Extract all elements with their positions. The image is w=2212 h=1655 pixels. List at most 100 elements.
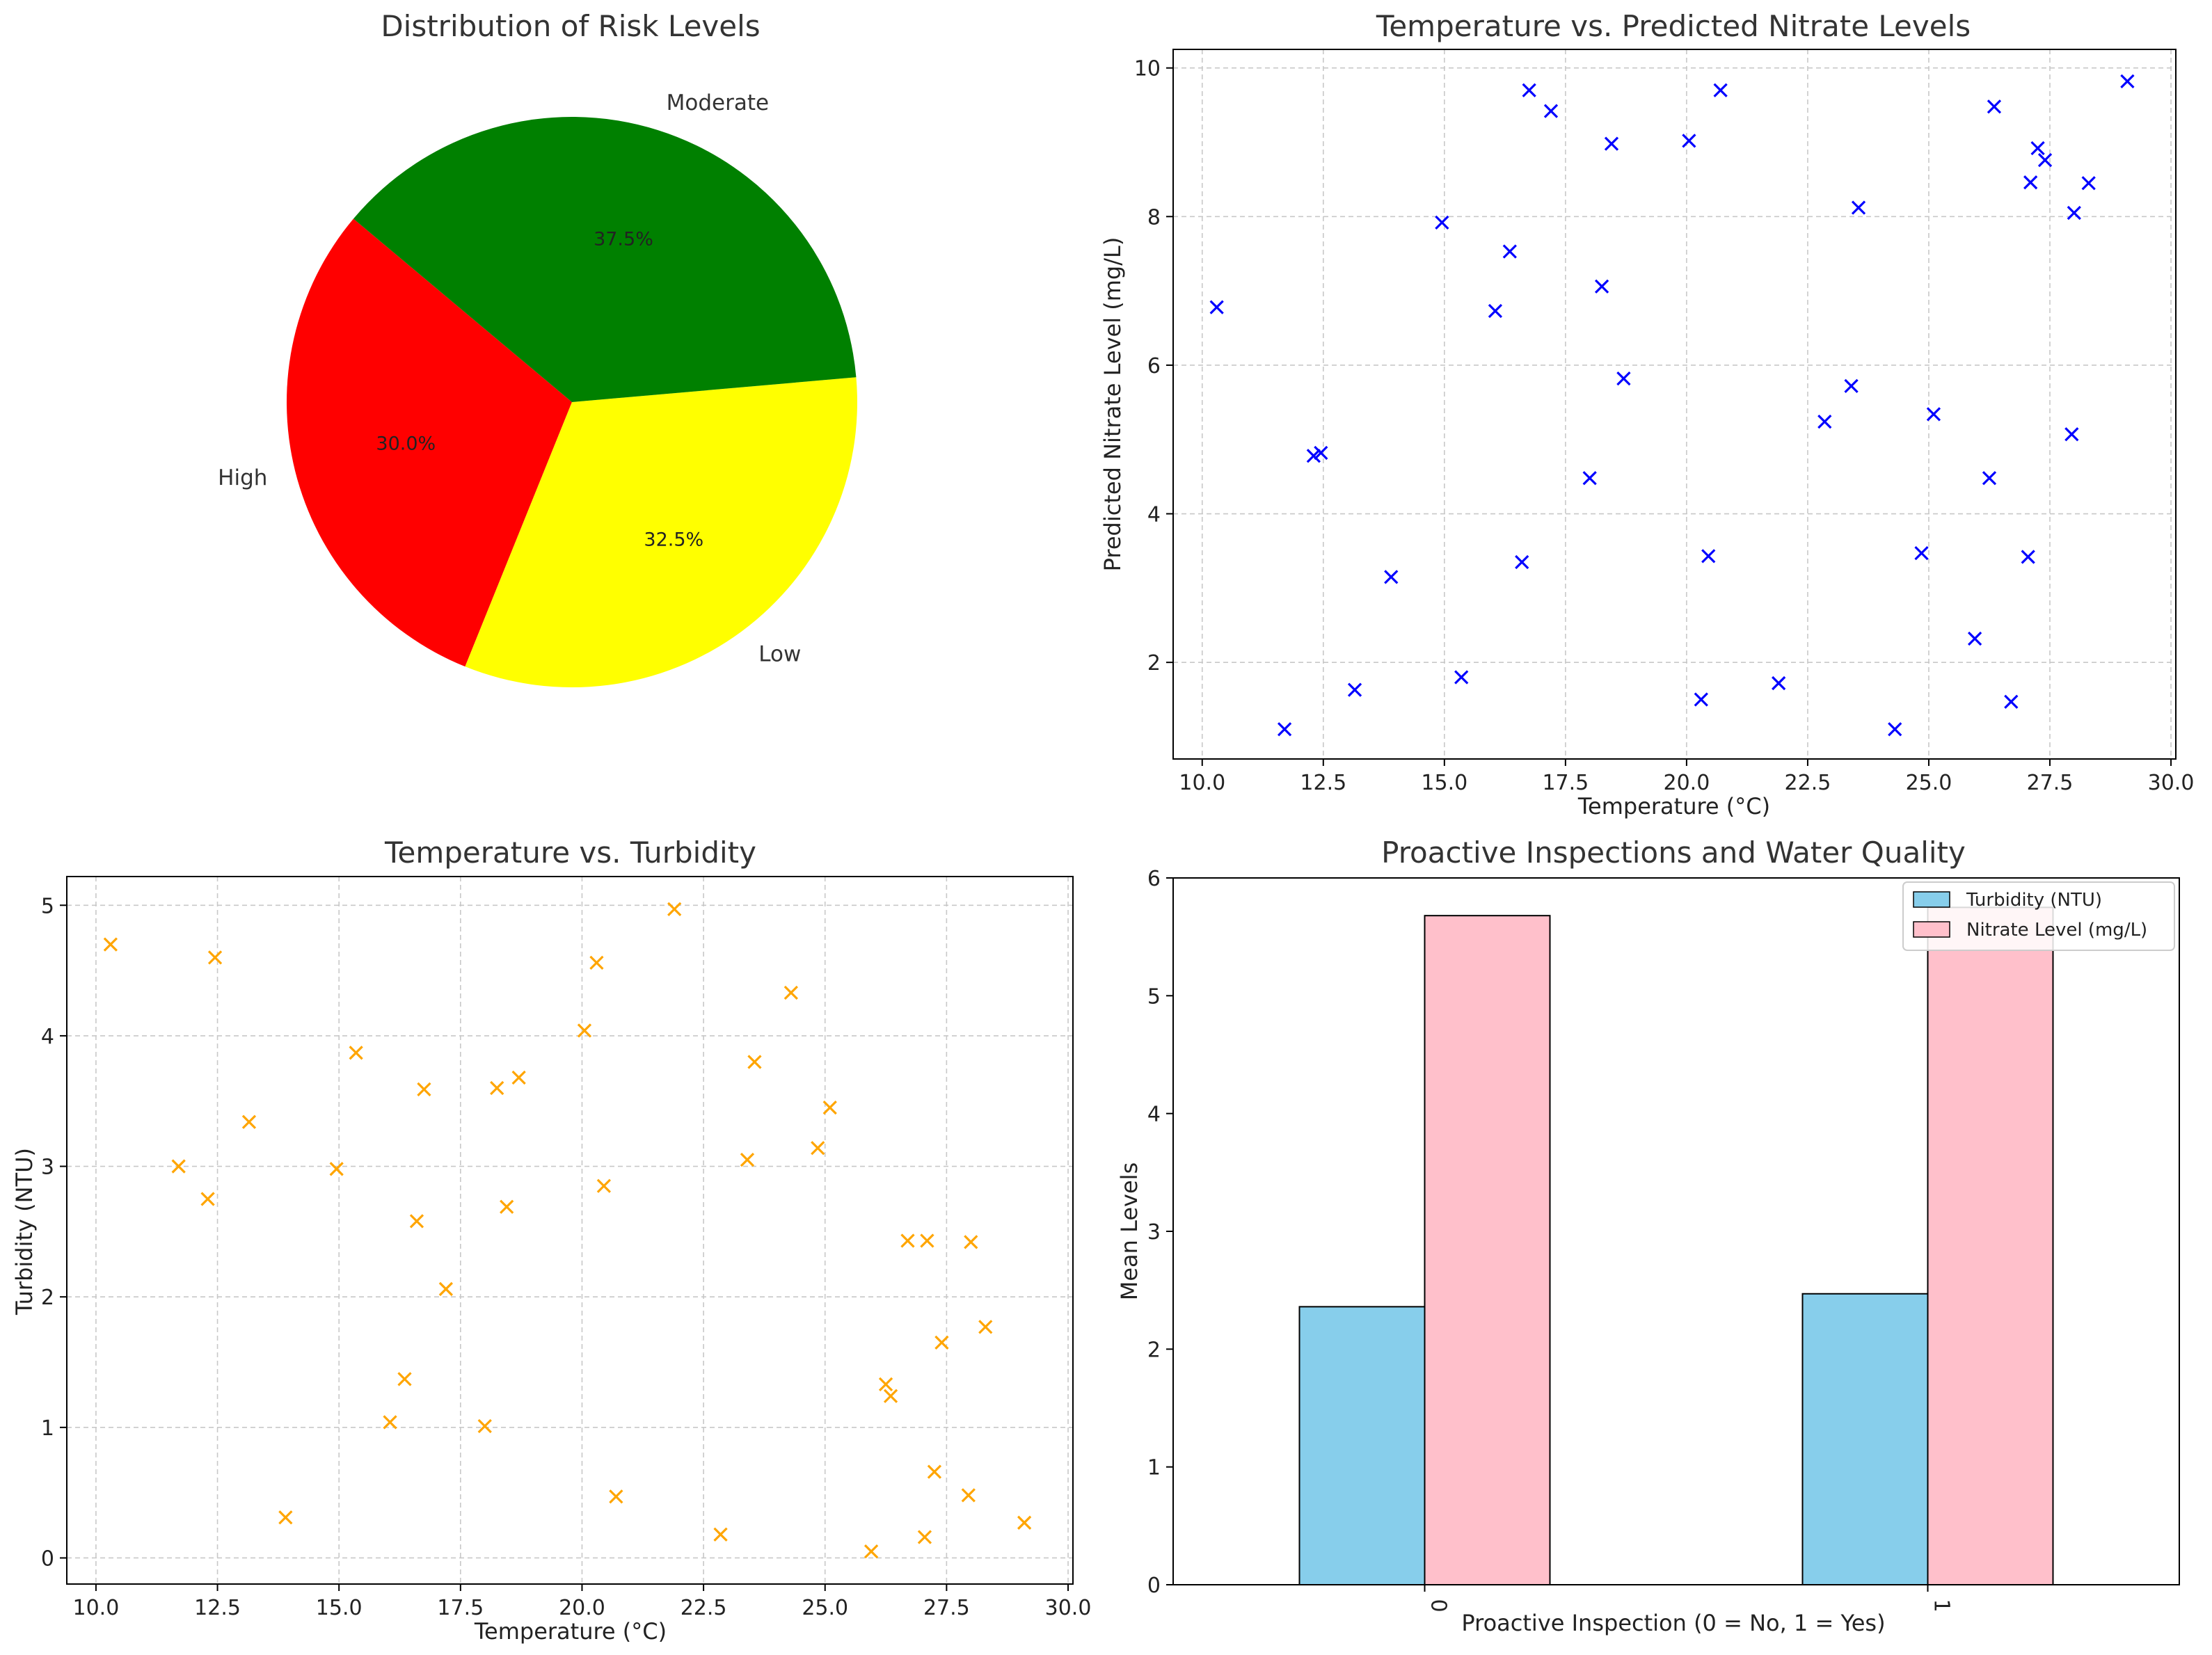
nitrate-scatter-point: [2023, 175, 2038, 190]
bar-bars: [1298, 906, 2054, 1586]
turbidity-scatter-xtick-label: 30.0: [1045, 1596, 1092, 1620]
nitrate-scatter-panel: Temperature vs. Predicted Nitrate Levels…: [1099, 9, 2194, 819]
bar-ytick-label: 0: [1147, 1574, 1161, 1598]
pie-label-high: High: [218, 465, 267, 490]
nitrate-scatter-points: [1209, 74, 2135, 737]
turbidity-scatter-point: [822, 1100, 837, 1115]
pie-pct-moderate: 37.5%: [594, 228, 653, 250]
pie-pct-low: 32.5%: [644, 529, 703, 551]
nitrate-scatter-xtick-label: 30.0: [2148, 771, 2195, 795]
turbidity-scatter-point: [596, 1178, 612, 1193]
turbidity-scatter-point: [577, 1023, 592, 1038]
nitrate-scatter-point: [1522, 83, 1536, 97]
bar-nitrate-level-mg-l-0: [1424, 915, 1551, 1585]
nitrate-scatter-point: [1314, 445, 1328, 461]
turbidity-scatter-xtick-label: 25.0: [802, 1596, 848, 1620]
nitrate-scatter-point: [1435, 215, 1449, 230]
turbidity-scatter-point: [417, 1082, 431, 1096]
nitrate-scatter-point: [1347, 682, 1362, 697]
nitrate-scatter-ytick-label: 6: [1147, 354, 1161, 378]
bar-turbidity-ntu-1: [1801, 1293, 1929, 1586]
turbidity-scatter-xtick-label: 27.5: [923, 1596, 970, 1620]
nitrate-scatter-point: [1209, 300, 1224, 314]
turbidity-scatter-point: [961, 1488, 976, 1503]
turbidity-scatter-point: [383, 1415, 397, 1430]
nitrate-scatter-point: [1713, 83, 1728, 97]
turbidity-scatter-point: [811, 1141, 825, 1156]
turbidity-scatter-xtick-label: 17.5: [437, 1596, 484, 1620]
turbidity-scatter-title: Temperature vs. Turbidity: [384, 836, 756, 870]
nitrate-scatter-grid: [1173, 49, 2176, 759]
nitrate-scatter-xtick-label: 27.5: [2027, 771, 2074, 795]
nitrate-scatter-xtick-label: 17.5: [1542, 771, 1589, 795]
turbidity-scatter-point: [477, 1418, 492, 1434]
pie-slice-high: [286, 218, 572, 667]
legend-swatch-turbidity: [1913, 891, 1950, 908]
legend-swatch-nitrate: [1913, 921, 1950, 938]
turbidity-scatter-point: [349, 1046, 363, 1060]
pie-slice-moderate: [353, 117, 857, 403]
nitrate-scatter-xtick-label: 20.0: [1664, 771, 1710, 795]
turbidity-scatter-point: [609, 1489, 623, 1504]
nitrate-scatter-point: [1967, 631, 1982, 646]
turbidity-scatter-point: [713, 1527, 728, 1542]
nitrate-scatter-frame: [1172, 49, 2177, 760]
nitrate-scatter-point: [1277, 722, 1292, 737]
bar-nitrate-level-mg-l-1: [1927, 906, 2054, 1586]
bar-xtick-label: 1: [1929, 1599, 1954, 1612]
turbidity-scatter-point: [667, 902, 682, 917]
turbidity-scatter-point: [438, 1281, 454, 1297]
bar-legend-box: [1902, 881, 2175, 951]
nitrate-scatter-xtick-label: 22.5: [1785, 771, 1831, 795]
turbidity-scatter-points: [103, 902, 1032, 1559]
turbidity-scatter-point: [278, 1510, 293, 1525]
turbidity-scatter-point: [878, 1377, 893, 1392]
nitrate-scatter-point: [1682, 134, 1696, 148]
nitrate-scatter-ytick-label: 2: [1147, 651, 1161, 675]
nitrate-scatter-point: [1701, 549, 1716, 563]
nitrate-scatter-ytick-label: 4: [1147, 503, 1161, 527]
bar-ytick-label: 5: [1147, 984, 1161, 1009]
nitrate-scatter-point: [1987, 99, 2002, 114]
turbidity-scatter-point: [397, 1372, 412, 1386]
turbidity-scatter-point: [200, 1192, 215, 1206]
bar-xtick-label: 0: [1426, 1599, 1451, 1612]
nitrate-scatter-point: [1515, 554, 1529, 570]
bar-ytick-label: 4: [1147, 1103, 1161, 1127]
bar-turbidity-ntu-0: [1298, 1306, 1426, 1585]
nitrate-scatter-point: [2030, 141, 2045, 156]
nitrate-scatter-point: [1306, 449, 1321, 463]
turbidity-scatter-point: [900, 1233, 915, 1248]
pie-pct-high: 30.0%: [376, 433, 436, 455]
turbidity-scatter-xtick-label: 20.0: [559, 1596, 605, 1620]
nitrate-scatter-point: [1604, 136, 1619, 151]
nitrate-scatter-point: [1454, 670, 1469, 685]
turbidity-scatter-point: [920, 1233, 934, 1248]
nitrate-scatter-ytick-label: 8: [1147, 205, 1161, 230]
turbidity-scatter-point: [934, 1335, 949, 1350]
turbidity-scatter-grid: [67, 877, 1073, 1584]
turbidity-scatter-point: [511, 1070, 526, 1085]
nitrate-scatter-point: [2067, 205, 2081, 221]
nitrate-scatter-point: [1488, 303, 1503, 319]
nitrate-scatter-xtick-label: 25.0: [1906, 771, 1952, 795]
nitrate-scatter-xlabel: Temperature (°C): [1577, 793, 1770, 819]
turbidity-scatter-point: [207, 950, 223, 965]
pie-label-moderate: Moderate: [667, 90, 769, 115]
turbidity-scatter-ytick-label: 4: [41, 1025, 54, 1049]
nitrate-scatter-point: [2004, 694, 2019, 709]
turbidity-scatter-xlabel: Temperature (°C): [474, 1618, 667, 1645]
pie-title: Distribution of Risk Levels: [381, 9, 760, 43]
nitrate-scatter-point: [1888, 722, 1902, 737]
turbidity-scatter-point: [783, 985, 798, 1000]
turbidity-scatter-ytick-label: 5: [41, 894, 54, 918]
nitrate-scatter-point: [1851, 200, 1866, 215]
turbidity-scatter-frame: [66, 876, 1074, 1585]
turbidity-scatter-point: [927, 1464, 942, 1479]
bar-xlabel: Proactive Inspection (0 = No, 1 = Yes): [1461, 1610, 1885, 1636]
nitrate-scatter-ticks: 10.0 12.5 15.0 17.5 20.0 22.5 25.0 27.5 30.0 2 4 6 8…: [1134, 57, 2195, 795]
nitrate-scatter-point: [1817, 414, 1832, 429]
nitrate-scatter-xtick-label: 12.5: [1300, 771, 1346, 795]
bar-ytick-label: 2: [1147, 1338, 1161, 1362]
